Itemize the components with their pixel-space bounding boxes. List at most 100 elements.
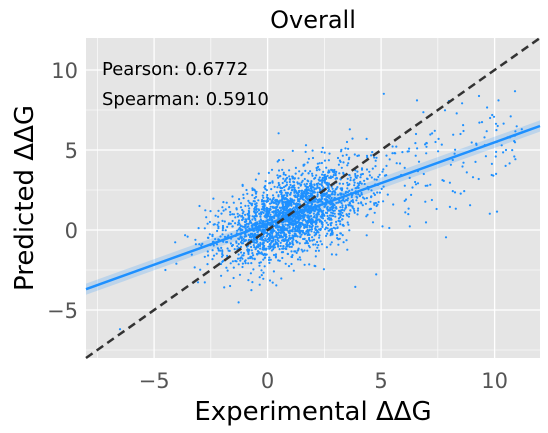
scatter-point bbox=[226, 269, 229, 272]
scatter-point bbox=[288, 180, 291, 184]
scatter-point bbox=[221, 224, 225, 228]
scatter-point bbox=[375, 178, 378, 181]
scatter-point bbox=[268, 236, 271, 239]
scatter-point bbox=[276, 208, 280, 211]
scatter-point bbox=[273, 216, 276, 220]
scatter-point bbox=[355, 199, 358, 202]
scatter-point bbox=[278, 175, 281, 178]
scatter-point bbox=[206, 222, 209, 225]
scatter-point bbox=[282, 173, 285, 176]
scatter-point bbox=[300, 181, 303, 184]
scatter-point bbox=[271, 215, 274, 219]
scatter-point bbox=[262, 235, 265, 238]
scatter-point bbox=[267, 245, 270, 248]
scatter-point bbox=[248, 235, 251, 239]
scatter-point bbox=[299, 195, 302, 198]
scatter-point bbox=[262, 196, 265, 199]
scatter-point bbox=[504, 148, 508, 152]
scatter-point bbox=[244, 213, 247, 216]
scatter-point bbox=[303, 183, 306, 186]
scatter-point bbox=[307, 220, 310, 223]
scatter-point bbox=[341, 234, 344, 237]
scatter-point bbox=[203, 227, 206, 230]
scatter-point bbox=[290, 218, 293, 221]
scatter-point bbox=[242, 193, 245, 196]
scatter-point bbox=[403, 184, 406, 187]
scatter-point bbox=[437, 150, 440, 153]
scatter-point bbox=[284, 173, 287, 177]
scatter-point bbox=[335, 170, 338, 173]
scatter-point bbox=[265, 216, 268, 219]
scatter-point bbox=[322, 192, 326, 195]
scatter-point bbox=[330, 241, 333, 244]
scatter-point bbox=[342, 182, 345, 185]
scatter-point bbox=[357, 193, 360, 196]
scatter-point bbox=[304, 150, 307, 153]
scatter-point bbox=[351, 188, 354, 191]
scatter-point bbox=[314, 176, 317, 179]
scatter-point bbox=[311, 239, 314, 242]
scatter-point bbox=[308, 189, 312, 192]
scatter-point bbox=[268, 211, 271, 214]
scatter-point bbox=[269, 205, 272, 208]
scatter-point bbox=[259, 243, 262, 246]
scatter-point bbox=[320, 150, 323, 154]
scatter-point bbox=[288, 175, 291, 178]
scatter-point bbox=[311, 224, 314, 227]
scatter-point bbox=[327, 159, 330, 162]
scatter-point bbox=[515, 125, 518, 128]
scatter-point bbox=[275, 236, 279, 239]
scatter-point bbox=[286, 229, 289, 232]
scatter-point bbox=[351, 199, 354, 202]
scatter-point bbox=[317, 178, 320, 181]
scatter-point bbox=[337, 217, 341, 220]
scatter-point bbox=[221, 227, 225, 230]
scatter-point bbox=[221, 219, 224, 222]
scatter-point bbox=[229, 242, 232, 245]
scatter-point bbox=[288, 178, 291, 181]
scatter-point bbox=[318, 209, 321, 212]
scatter-point bbox=[265, 189, 268, 192]
scatter-point bbox=[263, 265, 266, 268]
scatter-point bbox=[222, 201, 225, 204]
scatter-point bbox=[309, 212, 312, 215]
scatter-point bbox=[344, 147, 347, 150]
scatter-point bbox=[229, 210, 232, 214]
scatter-point bbox=[318, 219, 321, 222]
scatter-point bbox=[301, 172, 304, 175]
scatter-point bbox=[441, 179, 444, 182]
scatter-point bbox=[332, 174, 335, 177]
scatter-point bbox=[272, 196, 275, 199]
scatter-point bbox=[326, 232, 329, 235]
scatter-point bbox=[355, 187, 358, 190]
scatter-point bbox=[208, 233, 211, 236]
scatter-point bbox=[331, 214, 334, 217]
scatter-point bbox=[424, 200, 427, 203]
scatter-point bbox=[261, 243, 264, 246]
scatter-point bbox=[204, 209, 207, 212]
scatter-point bbox=[334, 215, 337, 218]
scatter-point bbox=[194, 238, 197, 241]
scatter-point bbox=[300, 233, 303, 236]
scatter-point bbox=[325, 198, 328, 201]
scatter-point bbox=[315, 219, 319, 222]
scatter-point bbox=[219, 235, 222, 238]
scatter-point bbox=[343, 200, 346, 203]
scatter-point bbox=[314, 220, 317, 223]
scatter-point bbox=[221, 206, 224, 209]
scatter-point bbox=[485, 130, 488, 133]
scatter-point bbox=[266, 218, 270, 221]
scatter-point bbox=[269, 198, 272, 201]
scatter-point bbox=[305, 196, 308, 199]
scatter-point bbox=[197, 227, 200, 230]
scatter-point bbox=[513, 155, 516, 158]
scatter-point bbox=[321, 146, 324, 149]
scatter-point bbox=[285, 236, 288, 239]
scatter-point bbox=[283, 194, 286, 197]
scatter-point bbox=[296, 215, 299, 218]
scatter-point bbox=[245, 222, 248, 225]
scatter-point bbox=[371, 221, 375, 224]
scatter-point bbox=[356, 213, 359, 216]
scatter-point bbox=[461, 165, 464, 168]
scatter-point bbox=[305, 220, 308, 223]
